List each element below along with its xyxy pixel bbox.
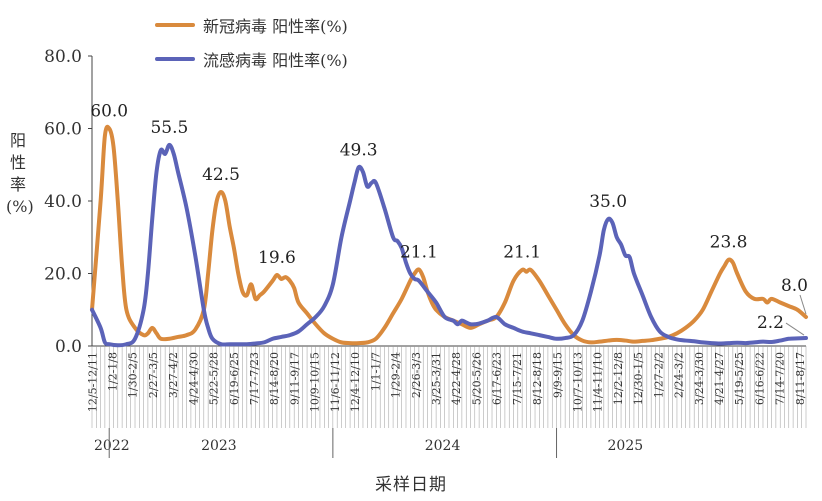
- peak-label: 2.2: [757, 313, 784, 333]
- x-tick-label: 5/22-5/28: [208, 352, 221, 405]
- x-tick-label: 3/24-3/30: [693, 352, 706, 405]
- series-line-covid: [90, 124, 808, 346]
- x-tick-label: 7/15-7/21: [511, 352, 524, 405]
- peak-label: 19.6: [258, 248, 296, 268]
- legend-item-covid: 新冠病毒 阳性率(%): [155, 12, 348, 38]
- y-tick-label: 20.0: [44, 265, 82, 285]
- x-tick-label: 6/16-6/22: [753, 352, 766, 405]
- x-tick-label: 1/29-2/4: [390, 352, 403, 398]
- legend-label-covid: 新冠病毒 阳性率(%): [203, 17, 348, 36]
- legend-swatch-flu: [155, 57, 195, 61]
- y-tick-label: 80.0: [44, 47, 82, 67]
- year-label: 2023: [201, 438, 237, 454]
- peak-label: 23.8: [710, 233, 748, 253]
- x-tick-label: 8/14-8/20: [268, 352, 281, 405]
- x-tick-label: 12/4-12/10: [349, 352, 362, 412]
- x-tick-label: 9/11-9/17: [288, 352, 301, 405]
- x-tick-label: 4/21-4/27: [713, 352, 726, 405]
- x-tick-label: 3/25-3/31: [430, 352, 443, 405]
- annotation-leader: [799, 294, 807, 315]
- peak-label: 49.3: [340, 140, 378, 160]
- x-tick-label: 8/12-8/18: [531, 352, 544, 405]
- x-tick-label: 11/6-11/12: [329, 352, 342, 412]
- peak-label: 60.0: [90, 102, 128, 122]
- legend-swatch-covid: [155, 23, 195, 27]
- legend: 新冠病毒 阳性率(%) 流感病毒 阳性率(%): [155, 12, 348, 80]
- x-tick-label: 2/26-3/3: [410, 352, 423, 398]
- series-line-flu: [90, 142, 808, 348]
- y-tick-label: 60.0: [44, 120, 82, 140]
- peak-label: 21.1: [400, 243, 438, 263]
- legend-label-flu: 流感病毒 阳性率(%): [203, 51, 348, 70]
- peak-label: 35.0: [589, 192, 627, 212]
- x-tick-label: 8/11-8/17: [794, 352, 807, 405]
- legend-item-flu: 流感病毒 阳性率(%): [155, 46, 348, 72]
- year-label: 2022: [94, 438, 130, 454]
- x-tick-label: 10/9-10/15: [309, 352, 322, 412]
- x-tick-label: 12/2-12/8: [612, 352, 625, 405]
- y-axis-label: 阳性率 (%): [6, 131, 34, 216]
- x-tick-label: 1/2-1/8: [107, 352, 120, 391]
- y-tick-label: 0.0: [55, 337, 82, 357]
- x-axis-label: 采样日期: [375, 475, 447, 495]
- x-tick-label: 4/24-4/30: [187, 352, 200, 405]
- x-tick-label: 1/30-2/5: [127, 352, 140, 398]
- year-label: 2024: [425, 438, 461, 454]
- annotation-leader: [785, 322, 805, 336]
- x-tick-label: 1/27-2/2: [652, 352, 665, 398]
- x-tick-label: 9/9-9/15: [551, 352, 564, 398]
- x-tick-label: 5/20-5/26: [470, 352, 483, 405]
- peak-label: 55.5: [150, 118, 188, 138]
- x-tick-label: 7/14-7/20: [774, 352, 787, 405]
- x-tick-label: 1/1-1/7: [369, 352, 382, 391]
- y-tick-label: 40.0: [44, 192, 82, 212]
- x-tick-label: 4/22-4/28: [450, 352, 463, 405]
- x-tick-label: 2/24-3/2: [673, 352, 686, 398]
- x-tick-label: 3/27-4/2: [167, 352, 180, 398]
- x-tick-label: 7/17-7/23: [248, 352, 261, 405]
- peak-label: 42.5: [202, 165, 240, 185]
- x-tick-label: 2/27-3/5: [147, 352, 160, 398]
- x-tick-label: 12/30-1/5: [632, 352, 645, 405]
- x-tick-label: 10/7-10/13: [571, 352, 584, 412]
- x-tick-label: 11/4-11/10: [592, 352, 605, 412]
- x-tick-label: 5/19-5/25: [733, 352, 746, 405]
- peak-label: 21.1: [503, 243, 541, 263]
- x-tick-label: 6/17-6/23: [491, 352, 504, 405]
- x-tick-label: 6/19-6/25: [228, 352, 241, 405]
- x-tick-label: 12/5-12/11: [86, 352, 99, 412]
- year-label: 2025: [608, 438, 644, 454]
- peak-label: 8.0: [781, 276, 808, 296]
